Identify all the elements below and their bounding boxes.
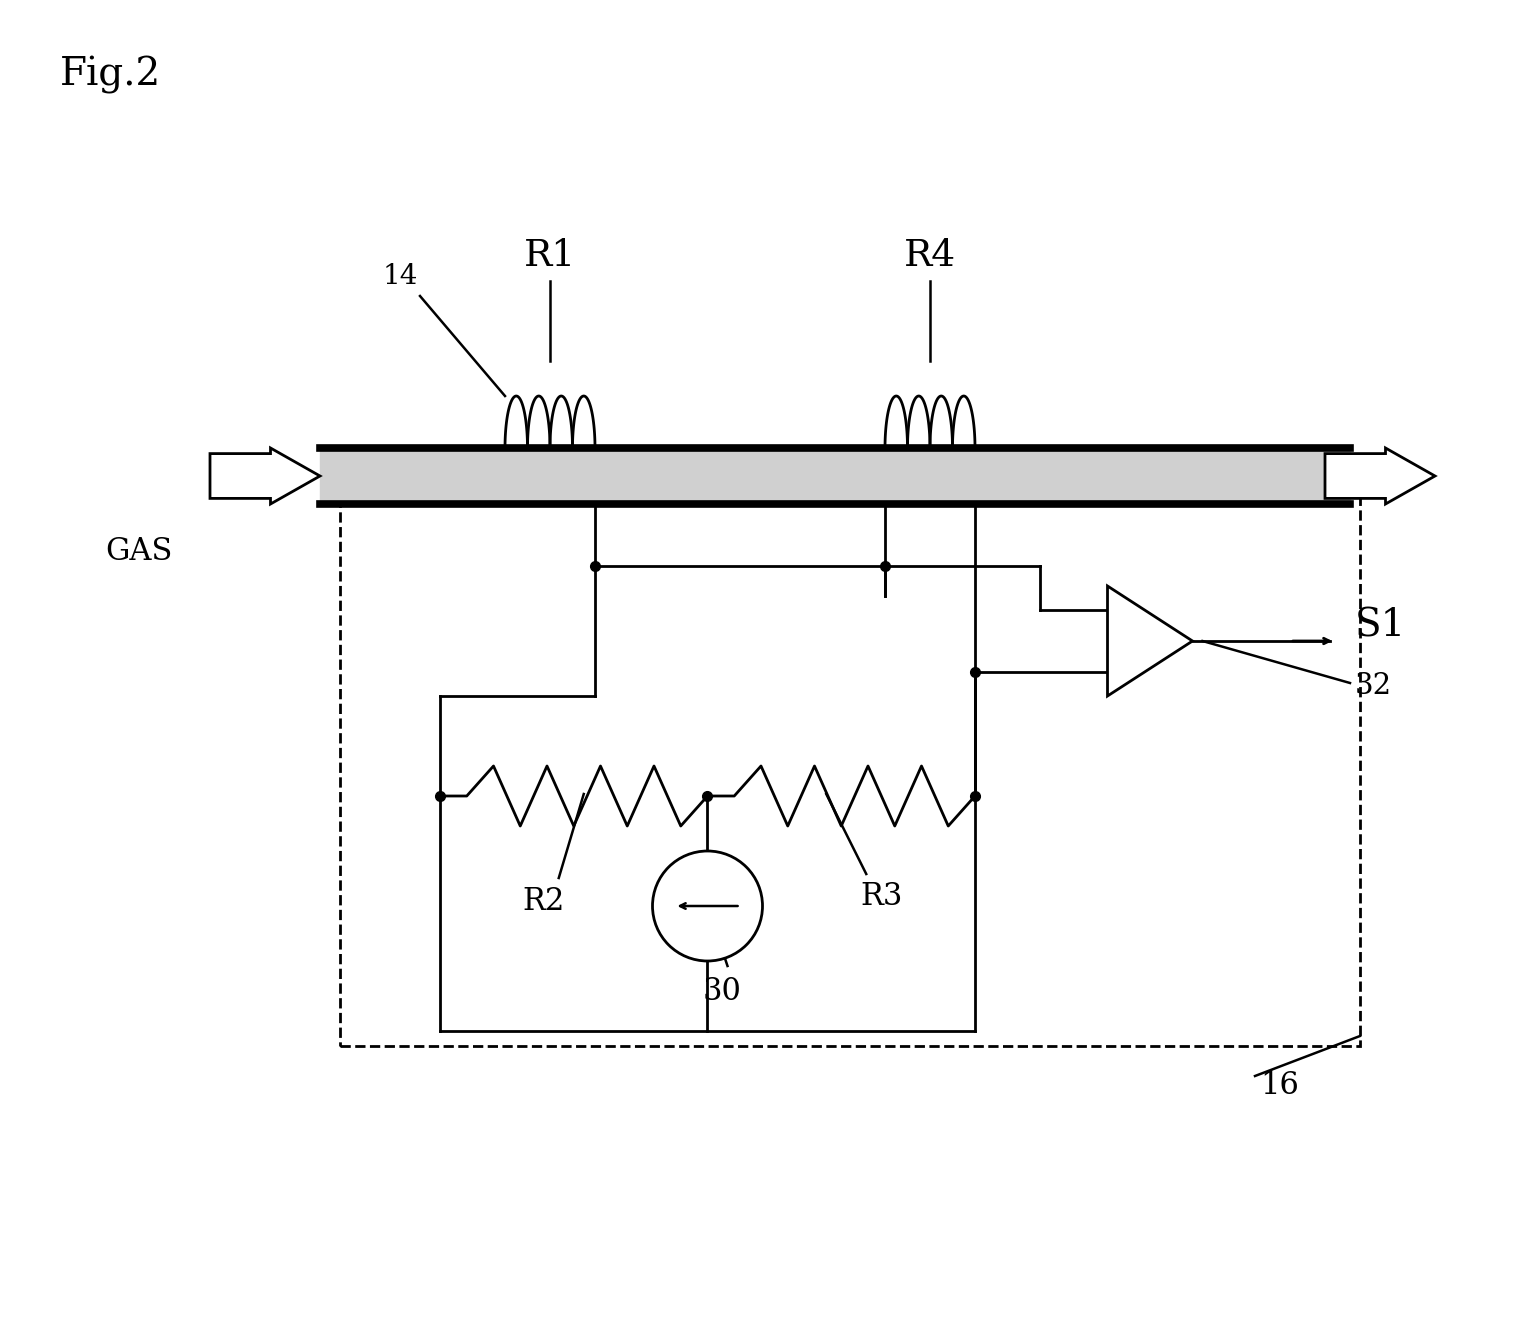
Text: GAS: GAS [106, 536, 173, 566]
Polygon shape [210, 448, 320, 504]
Text: Fig.2: Fig.2 [60, 56, 161, 94]
Text: 32: 32 [1354, 672, 1393, 700]
Text: 16: 16 [1261, 1070, 1299, 1102]
Text: R3: R3 [859, 880, 902, 911]
Text: R4: R4 [904, 237, 956, 274]
Circle shape [653, 851, 763, 961]
Polygon shape [1325, 448, 1435, 504]
Text: S1: S1 [1354, 607, 1406, 644]
Polygon shape [1108, 586, 1192, 696]
Text: R2: R2 [522, 886, 565, 916]
Text: R1: R1 [524, 237, 576, 274]
Bar [340, 496, 1360, 1046]
Text: 30: 30 [703, 976, 741, 1006]
Text: 14: 14 [383, 263, 418, 289]
